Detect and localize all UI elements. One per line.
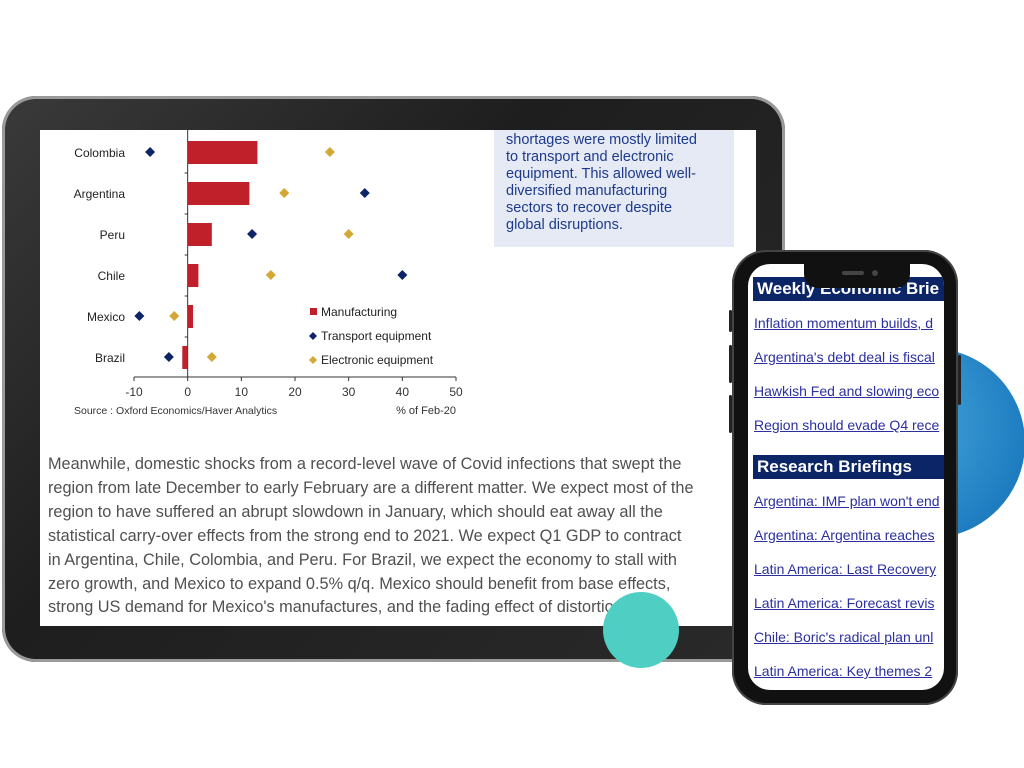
- briefing-link[interactable]: Latin America: Last Recovery: [754, 561, 937, 577]
- bar-manufacturing: [182, 346, 188, 369]
- paragraph-line: Meanwhile, domestic shocks from a record…: [48, 455, 682, 473]
- phone-notch: [804, 264, 910, 288]
- callout-line: shortages were mostly limited: [506, 132, 697, 148]
- bar-manufacturing: [187, 182, 250, 205]
- category-label: Colombia: [74, 146, 125, 160]
- diamond-transport-equipment: [247, 229, 258, 239]
- category-label: Chile: [98, 269, 126, 283]
- briefing-link[interactable]: Argentina's debt deal is fiscal: [754, 349, 935, 365]
- legend-swatch: [310, 308, 317, 315]
- briefing-link[interactable]: Hawkish Fed and slowing eco: [754, 383, 940, 399]
- x-tick-label: 50: [449, 385, 463, 399]
- diamond-transport-equipment: [359, 188, 370, 198]
- section-header: Research Briefings: [753, 455, 944, 479]
- bar-manufacturing: [187, 223, 212, 246]
- legend-label: Electronic equipment: [321, 353, 434, 367]
- briefing-link[interactable]: Chile: Boric's radical plan unl: [754, 629, 934, 645]
- paragraph-line: region to have suffered an abrupt slowdo…: [48, 502, 663, 521]
- x-tick-label: 10: [235, 385, 249, 399]
- bar-manufacturing: [187, 264, 199, 287]
- tablet-screen: -10 0 10 20 30 40 50 Colombia Argentina Peru Chile…: [40, 130, 756, 626]
- diamond-transport-equipment: [134, 311, 145, 321]
- x-tick-label: 0: [184, 385, 191, 399]
- legend-label: Transport equipment: [321, 329, 432, 343]
- category-label: Brazil: [95, 351, 125, 365]
- phone-device: Weekly Economic Brie Inflation momentum b…: [729, 250, 961, 705]
- article-paragraph: Meanwhile, domestic shocks from a record…: [48, 453, 753, 620]
- callout-line: sectors to recover despite: [506, 200, 673, 216]
- callout-line: to transport and electronic: [506, 149, 674, 165]
- callout-line: global disruptions.: [506, 217, 623, 233]
- diamond-transport-equipment: [145, 147, 156, 157]
- bar-manufacturing: [187, 305, 194, 328]
- paragraph-line: region from late December to early Febru…: [48, 478, 694, 497]
- x-tick-label: 20: [288, 385, 302, 399]
- category-label: Argentina: [74, 187, 126, 201]
- paragraph-line: zero growth, and Mexico to expand 0.5% q…: [48, 574, 671, 593]
- decorative-teal-circle: [603, 592, 679, 668]
- briefing-link[interactable]: Region should evade Q4 rece: [754, 417, 940, 433]
- paragraph-line: strong US demand for Mexico's manufactur…: [48, 598, 631, 617]
- bar-manufacturing: [187, 141, 258, 164]
- diamond-electronic-equipment: [169, 311, 180, 321]
- diamond-electronic-equipment: [206, 352, 217, 362]
- diamond-transport-equipment: [163, 352, 174, 362]
- briefing-link[interactable]: Latin America: Forecast revis: [754, 595, 935, 611]
- category-label: Mexico: [87, 310, 125, 324]
- diamond-electronic-equipment: [279, 188, 290, 198]
- x-tick-label: -10: [125, 385, 143, 399]
- legend-label: Manufacturing: [321, 305, 397, 319]
- x-tick-label: 30: [342, 385, 356, 399]
- briefing-link[interactable]: Latin America: Key themes 2: [754, 663, 933, 679]
- x-axis-label: % of Feb-20: [396, 405, 456, 417]
- briefing-link[interactable]: Argentina: IMF plan won't end: [754, 493, 940, 509]
- paragraph-line: in Argentina, Chile, Colombia, and Peru.…: [48, 550, 677, 569]
- briefing-link[interactable]: Argentina: Argentina reaches: [754, 527, 935, 543]
- x-tick-label: 40: [396, 385, 410, 399]
- callout-line: equipment. This allowed well-: [506, 166, 696, 182]
- diamond-electronic-equipment: [324, 147, 335, 157]
- callout-line: diversified manufacturing: [506, 183, 668, 199]
- diamond-electronic-equipment: [343, 229, 354, 239]
- legend-swatch: [309, 332, 317, 340]
- phone-screen: Weekly Economic Brie Inflation momentum b…: [748, 264, 944, 690]
- callout-box: shortages were mostly limited to transpor…: [494, 130, 734, 247]
- chart: -10 0 10 20 30 40 50 Colombia Argentina Peru Chile…: [74, 130, 463, 417]
- paragraph-line: statistical carry-over effects from the …: [48, 526, 682, 545]
- chart-source: Source : Oxford Economics/Haver Analytic…: [74, 405, 277, 417]
- category-label: Peru: [100, 228, 125, 242]
- briefing-link[interactable]: Inflation momentum builds, d: [754, 315, 933, 331]
- diamond-transport-equipment: [397, 270, 408, 280]
- diamond-electronic-equipment: [265, 270, 276, 280]
- legend-swatch: [309, 356, 317, 364]
